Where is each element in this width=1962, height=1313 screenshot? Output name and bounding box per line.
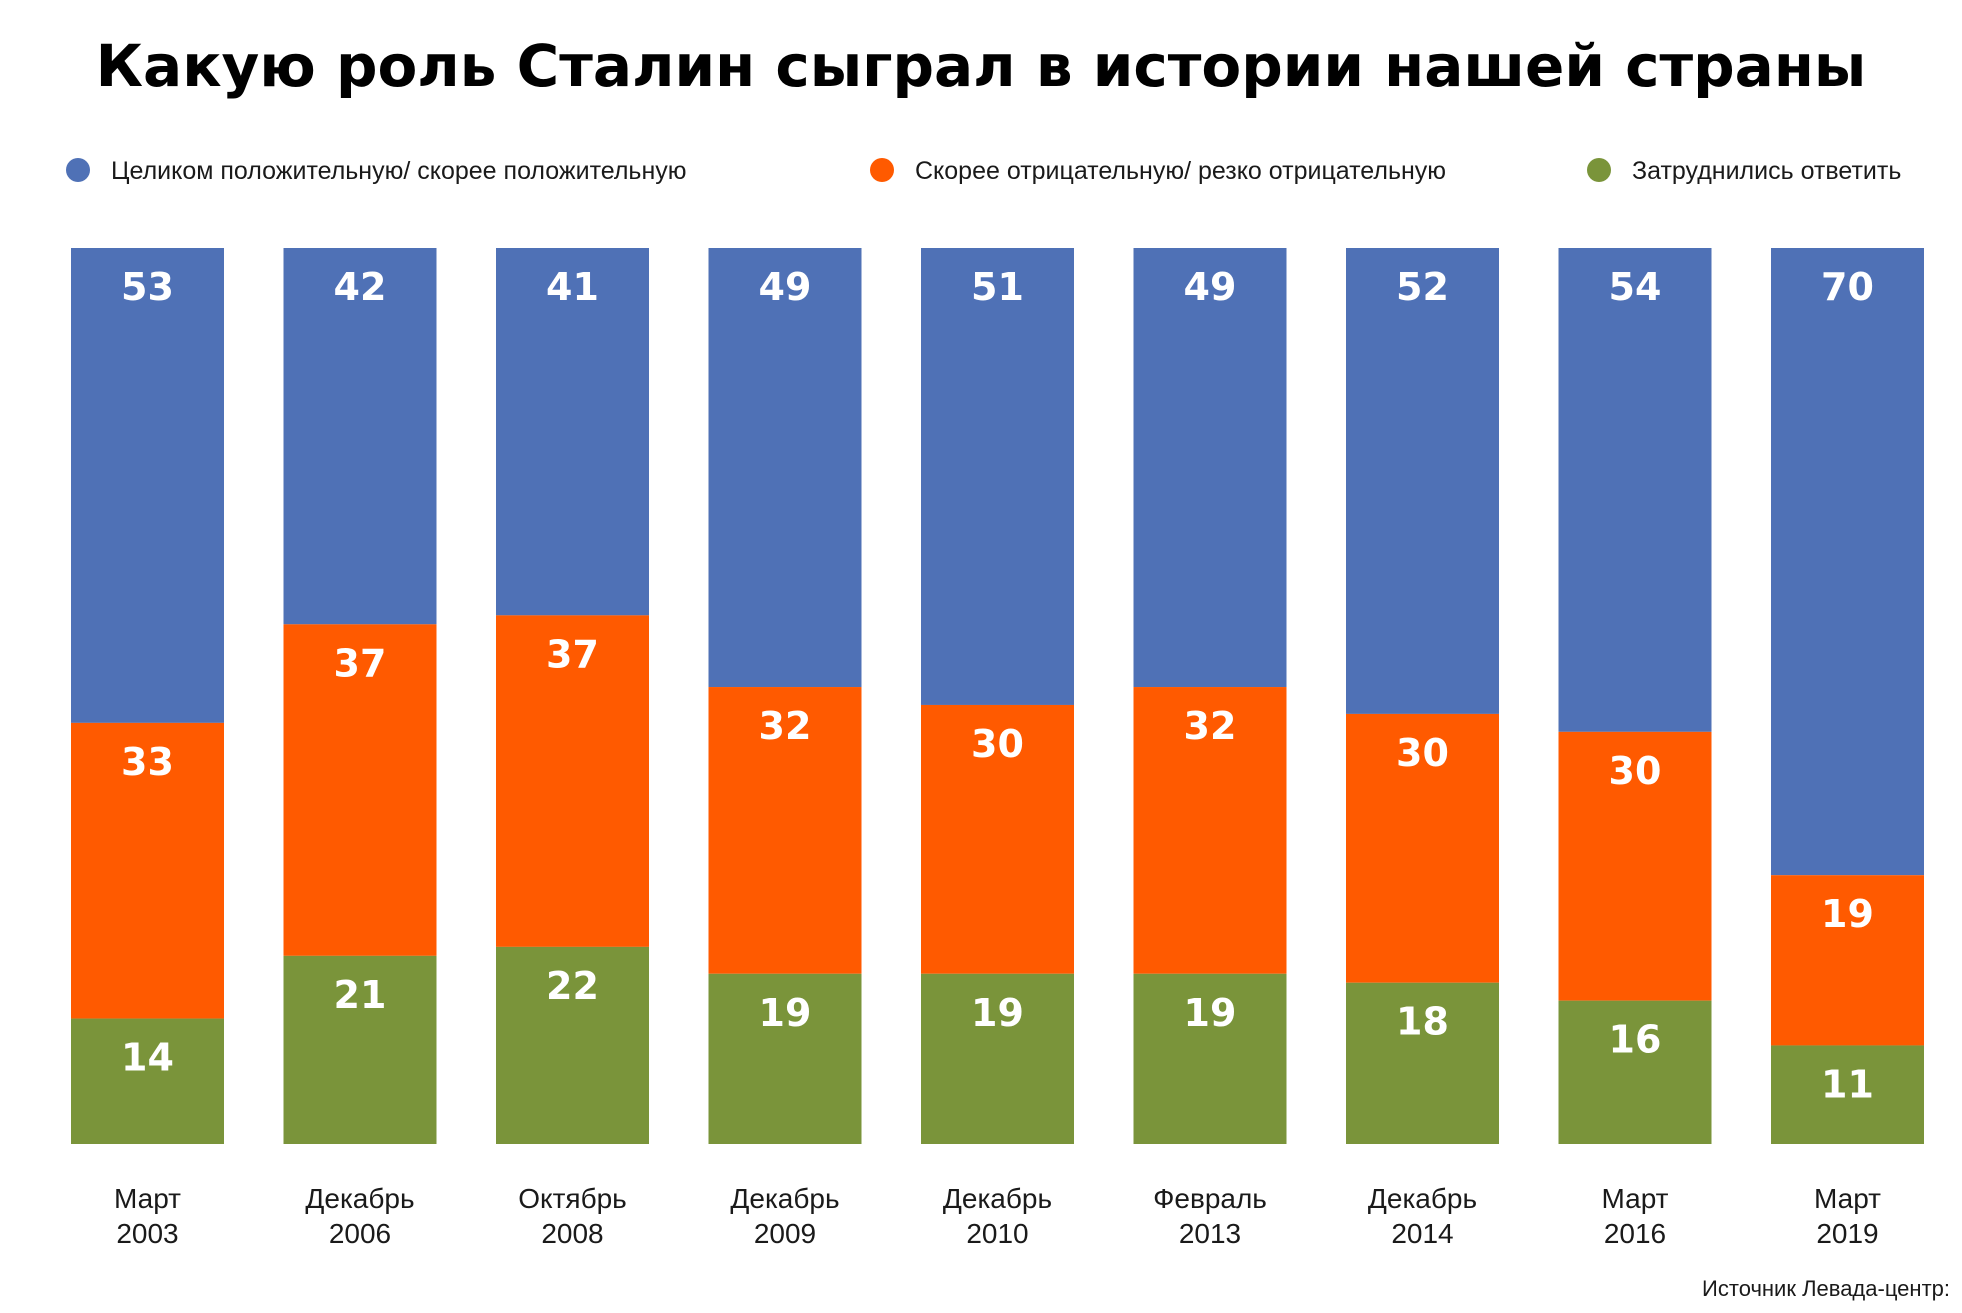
x-tick-label-5-line2: 2010 (966, 1218, 1028, 1249)
x-tick-label-6-line1: Февраль (1153, 1183, 1267, 1214)
value-label-1-3: 41 (546, 265, 599, 309)
value-label-3-9: 11 (1821, 1062, 1874, 1106)
bar-2-9 (1771, 875, 1924, 1046)
x-tick-label-4-line2: 2009 (754, 1218, 816, 1249)
bar-1-1 (71, 248, 224, 723)
value-label-1-2: 42 (334, 265, 387, 309)
bar-1-7 (1346, 248, 1499, 714)
chart-title: Какую роль Сталин сыграл в истории нашей… (96, 32, 1867, 100)
value-label-2-2: 37 (334, 641, 387, 685)
x-tick-label-9-line2: 2019 (1816, 1218, 1878, 1249)
value-label-1-7: 52 (1396, 265, 1449, 309)
bar-3-2 (283, 955, 437, 1144)
x-tick-label-3-line1: Октябрь (518, 1183, 627, 1214)
x-tick-label-7-line2: 2014 (1391, 1218, 1453, 1249)
bar-3-3 (496, 946, 649, 1144)
bar-1-9 (1771, 248, 1924, 876)
value-label-2-9: 19 (1821, 892, 1874, 936)
value-label-1-1: 53 (121, 265, 174, 309)
bar-2-5 (921, 704, 1074, 974)
legend-label-2: Скорее отрицательную/ резко отрицательну… (915, 157, 1446, 185)
value-label-3-7: 18 (1396, 1000, 1449, 1044)
legend: Целиком положительную/ скорее положитель… (66, 157, 1901, 185)
bar-1-8 (1558, 248, 1712, 732)
bar-3-9 (1771, 1045, 1924, 1144)
x-tick-label-9-line1: Март (1814, 1183, 1881, 1214)
value-label-3-2: 21 (334, 973, 387, 1017)
value-label-1-5: 51 (971, 265, 1024, 309)
value-label-1-6: 49 (1184, 265, 1237, 309)
x-tick-label-7-line1: Декабрь (1368, 1183, 1477, 1214)
legend-marker-3 (1587, 158, 1611, 182)
bar-1-3 (496, 248, 649, 616)
bar-2-7 (1346, 713, 1499, 983)
bar-3-5 (921, 973, 1074, 1144)
bar-1-6 (1133, 248, 1287, 688)
bar-1-5 (921, 248, 1074, 705)
value-label-3-1: 14 (121, 1036, 174, 1080)
legend-label-1: Целиком положительную/ скорее положитель… (111, 157, 687, 185)
value-label-2-8: 30 (1609, 749, 1662, 793)
bar-3-1 (71, 1018, 224, 1144)
bar-2-3 (496, 615, 649, 947)
bar-2-1 (71, 722, 224, 1019)
x-tick-label-4-line1: Декабрь (730, 1183, 839, 1214)
bar-1-4 (708, 248, 862, 688)
value-label-1-4: 49 (759, 265, 812, 309)
source-note: Источник Левада-центр: (1702, 1276, 1950, 1301)
x-tick-label-8-line1: Март (1602, 1183, 1669, 1214)
x-tick-label-8-line2: 2016 (1604, 1218, 1666, 1249)
x-tick-label-5-line1: Декабрь (943, 1183, 1052, 1214)
bar-3-4 (708, 973, 862, 1144)
x-axis-tick-labels: Март 2003 Декабрь 2006 Октябрь 2008 Декабрь 200… (114, 1183, 1881, 1249)
x-tick-label-1-line1: Март (114, 1183, 181, 1214)
value-label-3-3: 22 (546, 964, 599, 1008)
value-label-2-7: 30 (1396, 731, 1449, 775)
x-tick-label-2-line1: Декабрь (305, 1183, 414, 1214)
value-labels-group: 53 33 14 42 37 21 41 37 22 49 32 19 51 30 19 49 32 19 52 30… (121, 265, 1874, 1106)
bars-group (71, 248, 1924, 1144)
value-label-2-6: 32 (1184, 704, 1237, 748)
value-label-3-4: 19 (759, 991, 812, 1035)
legend-label-3: Затруднились ответить (1632, 157, 1901, 185)
value-label-2-4: 32 (759, 704, 812, 748)
value-label-3-5: 19 (971, 991, 1024, 1035)
legend-marker-2 (870, 158, 894, 182)
bar-3-6 (1133, 973, 1287, 1144)
x-tick-label-1-line2: 2003 (116, 1218, 178, 1249)
bar-2-8 (1558, 731, 1712, 1001)
value-label-3-8: 16 (1609, 1018, 1662, 1062)
value-label-2-5: 30 (971, 722, 1024, 766)
bar-2-4 (708, 687, 862, 974)
value-label-1-9: 70 (1821, 265, 1874, 309)
value-label-1-8: 54 (1609, 265, 1662, 309)
value-label-2-1: 33 (121, 740, 174, 784)
legend-marker-1 (66, 158, 90, 182)
bar-3-8 (1558, 1000, 1712, 1144)
x-tick-label-2-line2: 2006 (329, 1218, 391, 1249)
bar-3-7 (1346, 982, 1499, 1144)
bar-2-6 (1133, 687, 1287, 974)
value-label-3-6: 19 (1184, 991, 1237, 1035)
bar-1-2 (283, 248, 437, 625)
x-tick-label-3-line2: 2008 (541, 1218, 603, 1249)
bar-2-2 (283, 624, 437, 956)
x-tick-label-6-line2: 2013 (1179, 1218, 1241, 1249)
value-label-2-3: 37 (546, 632, 599, 676)
